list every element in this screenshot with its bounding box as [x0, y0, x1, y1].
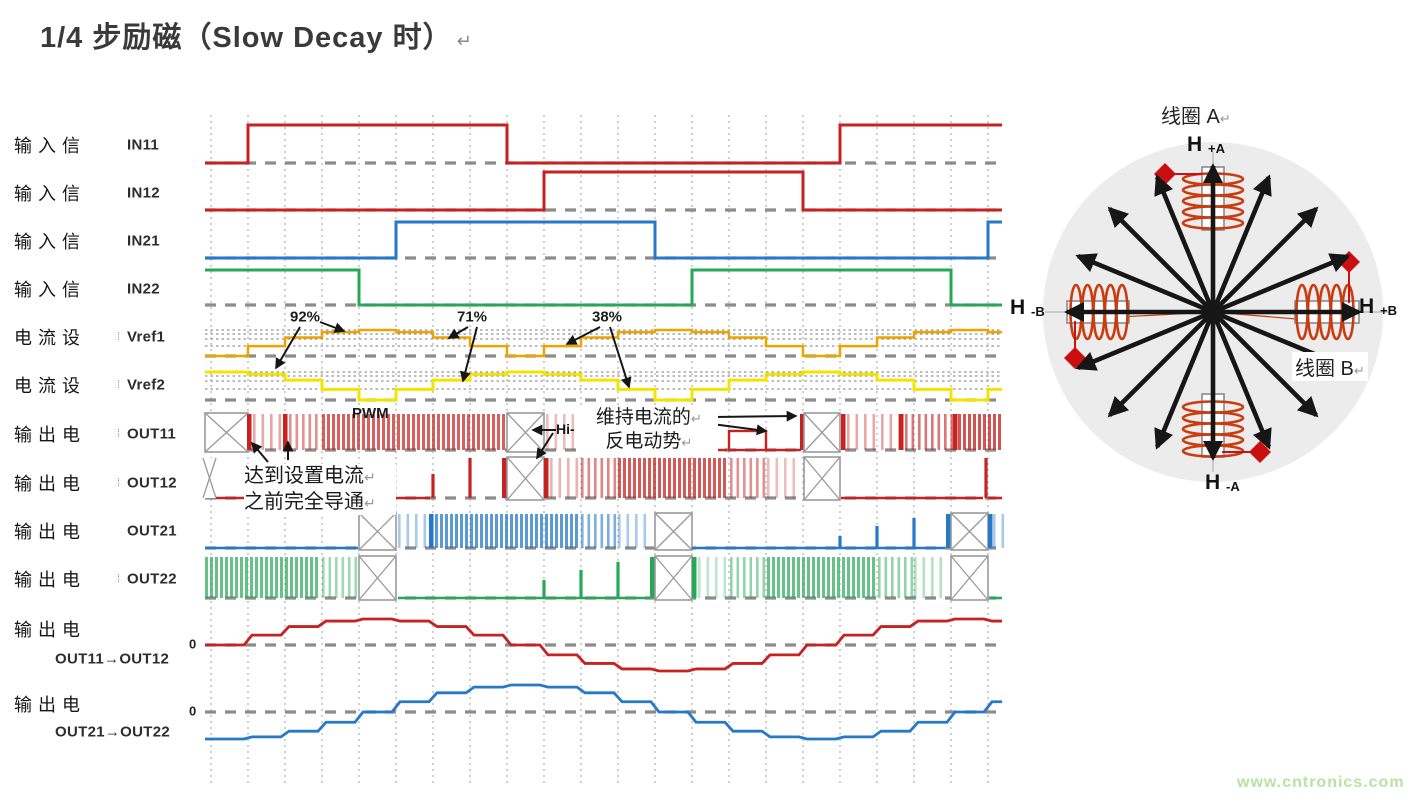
- dots-mark: ⁞: [117, 573, 121, 585]
- waveform-Vref1: [205, 328, 1002, 358]
- h-plus-b-label: H +B: [1359, 295, 1397, 318]
- row-label-signal: OUT12: [127, 474, 177, 492]
- reach-note: 达到设置电流↵ 之前完全导通↵: [244, 464, 396, 516]
- page-title: 1/4 步励磁（Slow Decay 时） ↵: [40, 22, 473, 54]
- row-label-cn: 输出电: [14, 474, 86, 494]
- dots-mark: ⁞: [117, 379, 121, 391]
- row-label-signal: OUT11→OUT12: [55, 650, 170, 668]
- h-minus-a-label: H -A: [1205, 471, 1240, 494]
- sustain-note: 维持电流的↵ 反电动势↵: [580, 406, 718, 455]
- zero-label: 0: [189, 703, 197, 719]
- percent-label: 38%: [591, 308, 623, 326]
- row-label-cn: 输入信: [14, 184, 86, 204]
- coil-b-label: 线圈 B↵: [1292, 352, 1368, 381]
- row-label-cn: 输出电: [14, 570, 86, 590]
- row-label-signal: IN12: [127, 184, 160, 202]
- row-label-cn: 电流设: [14, 328, 86, 348]
- current-blue: [205, 683, 1002, 741]
- row-label-cn: 输出电: [14, 425, 86, 445]
- waveform-IN21: [205, 220, 1002, 260]
- dots-mark: ⁞: [117, 477, 121, 489]
- row-label-signal: IN22: [127, 280, 160, 298]
- return-mark-icon: ↵: [456, 31, 473, 51]
- waveform-IN22: [205, 268, 1002, 307]
- row-label-signal: OUT11: [127, 425, 177, 443]
- percent-label: 92%: [289, 308, 321, 326]
- hiz-label: Hi-: [556, 421, 575, 437]
- watermark: www.cntronics.com: [1237, 774, 1405, 791]
- waveform-Vref2: [205, 370, 1002, 402]
- annotation-arrows: [250, 321, 798, 463]
- row-label-signal: OUT21→OUT22: [55, 723, 170, 741]
- row-label-cn: 电流设: [14, 376, 86, 396]
- h-minus-b-label: H -B: [1010, 296, 1045, 319]
- row-label-signal: IN21: [127, 232, 160, 250]
- row-label-signal: Vref1: [127, 328, 166, 346]
- pwm-label: PWM: [352, 405, 389, 422]
- coil-a-label: 线圈 A↵: [1158, 100, 1234, 129]
- row-label-cn: 输出电: [14, 695, 86, 715]
- row-label-signal: OUT21: [127, 522, 177, 540]
- waveform-IN11: [205, 123, 1002, 165]
- return-mark-icon: ↵: [1353, 363, 1365, 378]
- row-label-signal: Vref2: [127, 376, 166, 394]
- row-label-cn: 输出电: [14, 620, 86, 640]
- row-label-cn: 输入信: [14, 280, 86, 300]
- h-plus-a-label: H +A: [1187, 133, 1225, 156]
- dots-mark: ⁞: [117, 428, 121, 440]
- row-label-cn: 输入信: [14, 136, 86, 156]
- zero-label: 0: [189, 636, 197, 652]
- waveform-OUT11: [204, 412, 1002, 453]
- field-vector-arrows: [1063, 162, 1363, 462]
- waveform-OUT22: [205, 555, 1002, 601]
- waveform-OUT21: [205, 512, 1005, 551]
- current-red: [205, 617, 1002, 673]
- percent-label: 71%: [456, 308, 488, 326]
- dots-mark: ⁞: [117, 331, 121, 343]
- waveform-IN12: [205, 170, 1002, 212]
- return-mark-icon: ↵: [1219, 111, 1231, 126]
- row-label-cn: 输出电: [14, 522, 86, 542]
- row-label-signal: IN11: [127, 136, 160, 154]
- vector-diagram: [1043, 142, 1388, 482]
- grid-lines: [210, 115, 989, 785]
- row-label-cn: 输入信: [14, 232, 86, 252]
- row-label-signal: OUT22: [127, 570, 177, 588]
